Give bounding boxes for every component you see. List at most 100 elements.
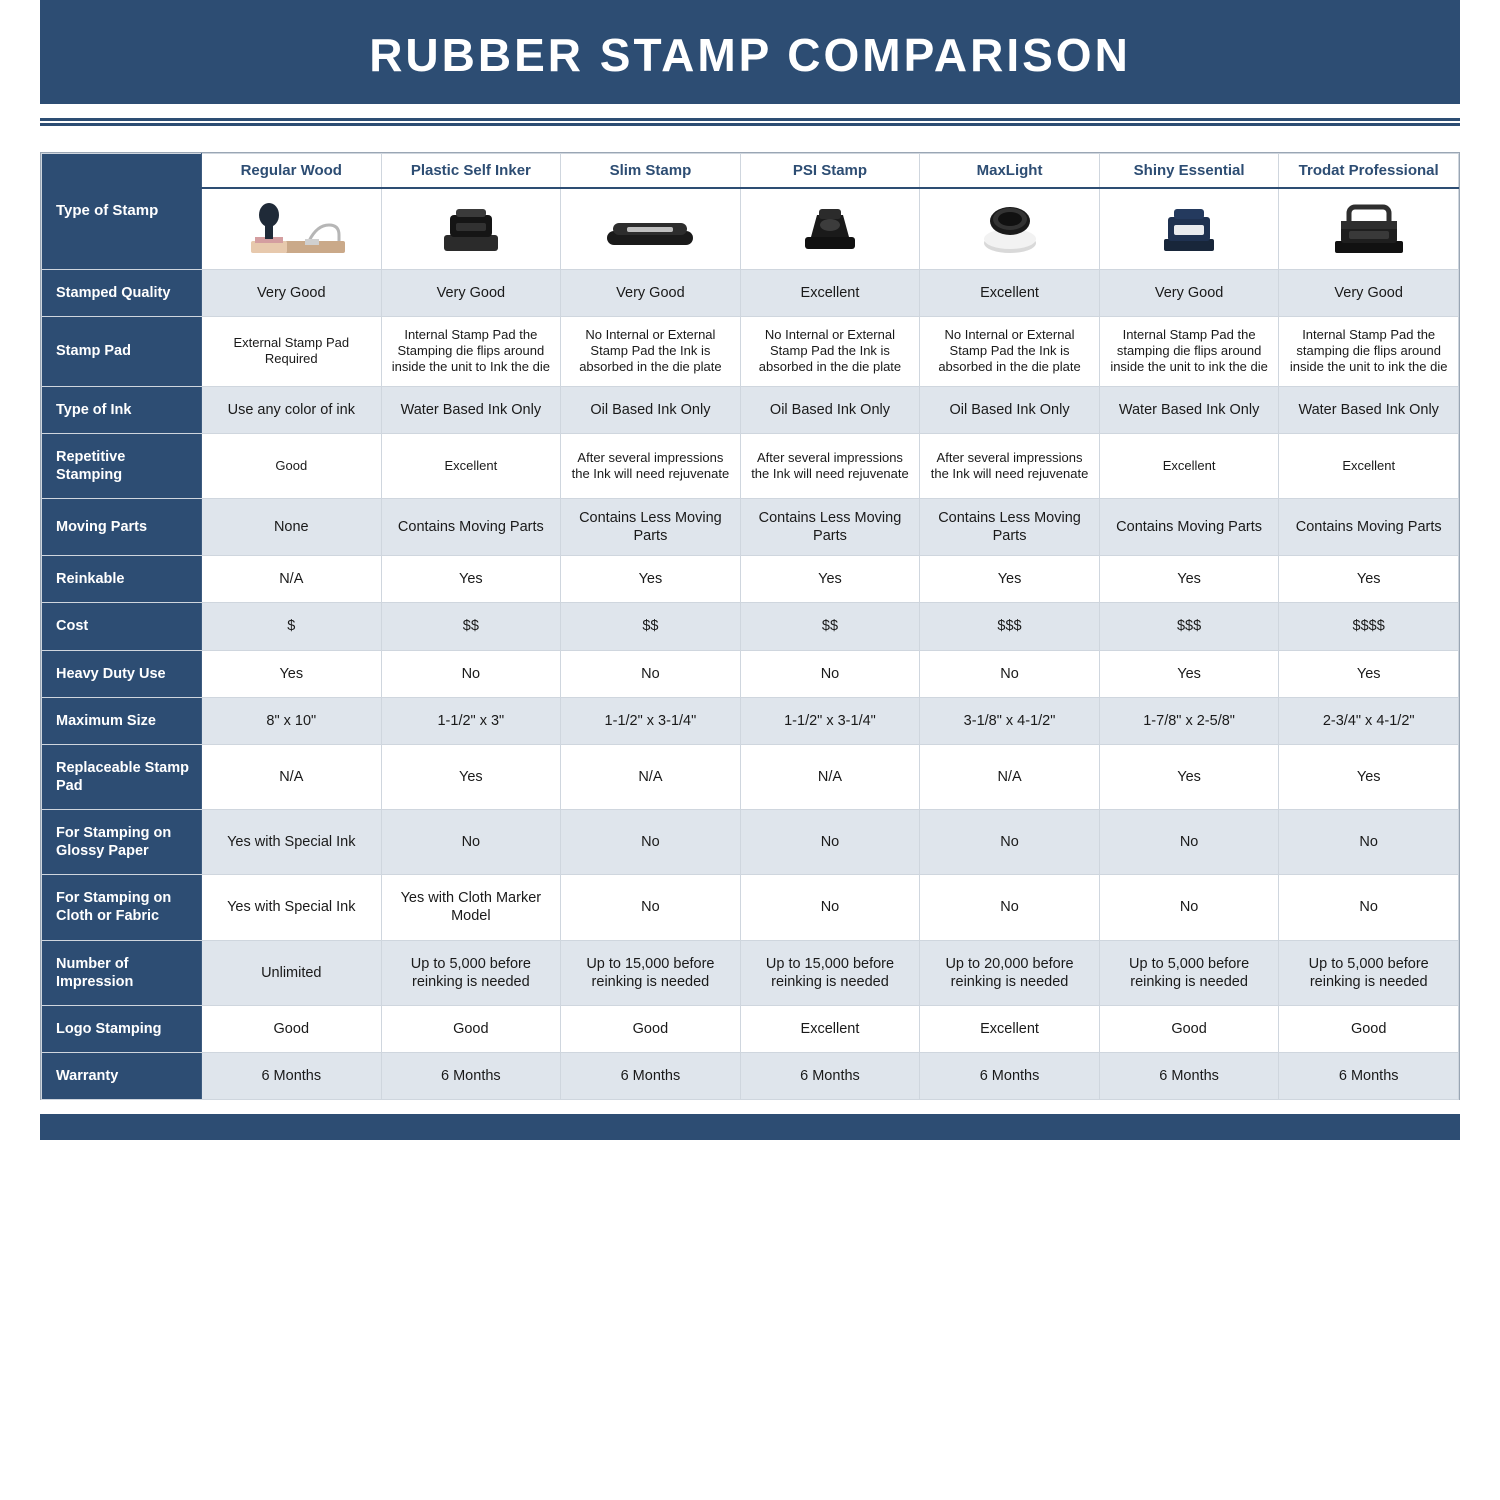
row-head: Maximum Size xyxy=(42,697,202,744)
table-cell: Yes with Special Ink xyxy=(202,875,382,940)
table-cell: No xyxy=(740,650,920,697)
table-cell: Excellent xyxy=(920,1005,1100,1052)
table-cell: Internal Stamp Pad the stamping die flip… xyxy=(1279,316,1459,386)
col-head: Plastic Self Inker xyxy=(381,154,561,188)
psi-stamp-icon xyxy=(749,199,912,259)
table-cell: 6 Months xyxy=(561,1052,741,1099)
row-head: Stamped Quality xyxy=(42,269,202,316)
table-cell: Oil Based Ink Only xyxy=(561,386,741,433)
row-head: Heavy Duty Use xyxy=(42,650,202,697)
table-row: Type of InkUse any color of inkWater Bas… xyxy=(42,386,1459,433)
row-head: For Stamping on Cloth or Fabric xyxy=(42,875,202,940)
table-row: Warranty6 Months6 Months6 Months6 Months… xyxy=(42,1052,1459,1099)
table-cell: $$ xyxy=(740,603,920,650)
table-cell: N/A xyxy=(920,744,1100,809)
table-cell: Very Good xyxy=(381,269,561,316)
table-cell: Excellent xyxy=(920,269,1100,316)
table-cell: No Internal or External Stamp Pad the In… xyxy=(561,316,741,386)
table-row: Heavy Duty UseYesNoNoNoNoYesYes xyxy=(42,650,1459,697)
table-cell: Very Good xyxy=(1099,269,1279,316)
corner-cell: Type of Stamp xyxy=(42,154,202,270)
table-cell: No xyxy=(1099,810,1279,875)
table-cell: 3-1/8" x 4-1/2" xyxy=(920,697,1100,744)
row-head: Moving Parts xyxy=(42,499,202,556)
col-head: Slim Stamp xyxy=(561,154,741,188)
table-cell: External Stamp Pad Required xyxy=(202,316,382,386)
table-cell: Yes xyxy=(1099,744,1279,809)
table-cell: Yes xyxy=(381,556,561,603)
table-cell: Contains Moving Parts xyxy=(1279,499,1459,556)
table-cell: 8" x 10" xyxy=(202,697,382,744)
stamp-image-cell xyxy=(1279,188,1459,270)
slim-stamp-icon xyxy=(569,199,732,259)
table-cell: Yes xyxy=(561,556,741,603)
table-cell: No xyxy=(561,875,741,940)
table-cell: 1-1/2" x 3" xyxy=(381,697,561,744)
table-cell: No xyxy=(1279,875,1459,940)
page-title-banner: RUBBER STAMP COMPARISON xyxy=(40,0,1460,104)
row-head: For Stamping on Glossy Paper xyxy=(42,810,202,875)
table-cell: Yes xyxy=(381,744,561,809)
table-cell: 6 Months xyxy=(381,1052,561,1099)
table-row: Number of ImpressionUnlimitedUp to 5,000… xyxy=(42,940,1459,1005)
table-cell: $$$ xyxy=(1099,603,1279,650)
table-cell: Internal Stamp Pad the stamping die flip… xyxy=(1099,316,1279,386)
table-cell: Water Based Ink Only xyxy=(381,386,561,433)
table-cell: Good xyxy=(381,1005,561,1052)
table-cell: N/A xyxy=(202,744,382,809)
col-head: Shiny Essential xyxy=(1099,154,1279,188)
table-row: Logo StampingGoodGoodGoodExcellentExcell… xyxy=(42,1005,1459,1052)
table-cell: Up to 15,000 before reinking is needed xyxy=(740,940,920,1005)
stamp-image-cell xyxy=(920,188,1100,270)
table-cell: $$$ xyxy=(920,603,1100,650)
table-cell: No xyxy=(920,875,1100,940)
stamp-image-cell xyxy=(202,188,382,270)
table-cell: Yes xyxy=(740,556,920,603)
table-cell: After several impressions the Ink will n… xyxy=(561,433,741,498)
table-cell: No xyxy=(381,650,561,697)
table-row: Stamp PadExternal Stamp Pad Required Inte… xyxy=(42,316,1459,386)
table-row: For Stamping on Cloth or FabricYes with … xyxy=(42,875,1459,940)
table-cell: Up to 15,000 before reinking is needed xyxy=(561,940,741,1005)
table-image-row xyxy=(42,188,1459,270)
shiny-essential-icon xyxy=(1108,199,1271,259)
row-head: Type of Ink xyxy=(42,386,202,433)
table-cell: Oil Based Ink Only xyxy=(740,386,920,433)
stamp-image-cell xyxy=(561,188,741,270)
table-cell: 1-1/2" x 3-1/4" xyxy=(561,697,741,744)
table-cell: No xyxy=(1099,875,1279,940)
table-cell: Contains Less Moving Parts xyxy=(561,499,741,556)
table-cell: N/A xyxy=(561,744,741,809)
maxlight-round-icon xyxy=(928,199,1091,259)
row-head: Logo Stamping xyxy=(42,1005,202,1052)
table-cell: Up to 5,000 before reinking is needed xyxy=(381,940,561,1005)
table-cell: No xyxy=(381,810,561,875)
table-cell: Yes xyxy=(202,650,382,697)
table-cell: Water Based Ink Only xyxy=(1279,386,1459,433)
table-cell: After several impressions the Ink will n… xyxy=(920,433,1100,498)
table-row: ReinkableN/AYesYesYesYesYesYes xyxy=(42,556,1459,603)
table-cell: Good xyxy=(202,433,382,498)
footer-bar xyxy=(40,1114,1460,1140)
table-cell: Very Good xyxy=(1279,269,1459,316)
row-head: Replaceable Stamp Pad xyxy=(42,744,202,809)
table-row: Replaceable Stamp PadN/AYesN/AN/AN/AYesY… xyxy=(42,744,1459,809)
table-cell: Water Based Ink Only xyxy=(1099,386,1279,433)
table-row: Stamped QualityVery GoodVery GoodVery Go… xyxy=(42,269,1459,316)
table-cell: None xyxy=(202,499,382,556)
table-cell: No xyxy=(740,875,920,940)
table-cell: Excellent xyxy=(1099,433,1279,498)
table-cell: Good xyxy=(561,1005,741,1052)
self-inker-icon xyxy=(390,199,553,259)
table-cell: No xyxy=(561,650,741,697)
table-cell: $$$$ xyxy=(1279,603,1459,650)
row-head: Stamp Pad xyxy=(42,316,202,386)
table-row: Maximum Size8" x 10"1-1/2" x 3"1-1/2" x … xyxy=(42,697,1459,744)
table-row: Moving PartsNoneContains Moving PartsCon… xyxy=(42,499,1459,556)
table-body: Stamped QualityVery GoodVery GoodVery Go… xyxy=(42,269,1459,1099)
table-cell: Excellent xyxy=(740,269,920,316)
table-cell: Contains Moving Parts xyxy=(381,499,561,556)
row-head: Warranty xyxy=(42,1052,202,1099)
table-cell: After several impressions the Ink will n… xyxy=(740,433,920,498)
table-cell: Yes xyxy=(1279,650,1459,697)
